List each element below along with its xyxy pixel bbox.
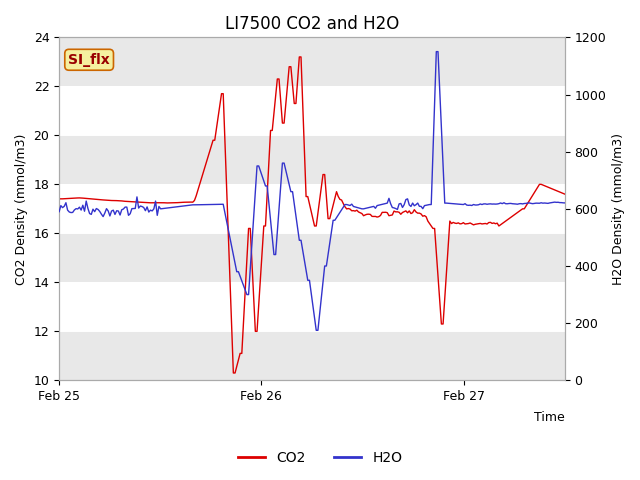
Text: SI_flx: SI_flx	[68, 53, 110, 67]
Bar	[59, 282, 565, 331]
Bar	[59, 86, 565, 135]
Text: Time: Time	[534, 411, 565, 424]
Bar	[59, 331, 565, 380]
Title: LI7500 CO2 and H2O: LI7500 CO2 and H2O	[225, 15, 399, 33]
Y-axis label: CO2 Density (mmol/m3): CO2 Density (mmol/m3)	[15, 133, 28, 285]
Legend: CO2, H2O: CO2, H2O	[232, 445, 408, 471]
Y-axis label: H2O Density (mmol/m3): H2O Density (mmol/m3)	[612, 133, 625, 285]
Bar	[59, 37, 565, 86]
Bar	[59, 135, 565, 184]
Bar	[59, 233, 565, 282]
Bar	[59, 184, 565, 233]
